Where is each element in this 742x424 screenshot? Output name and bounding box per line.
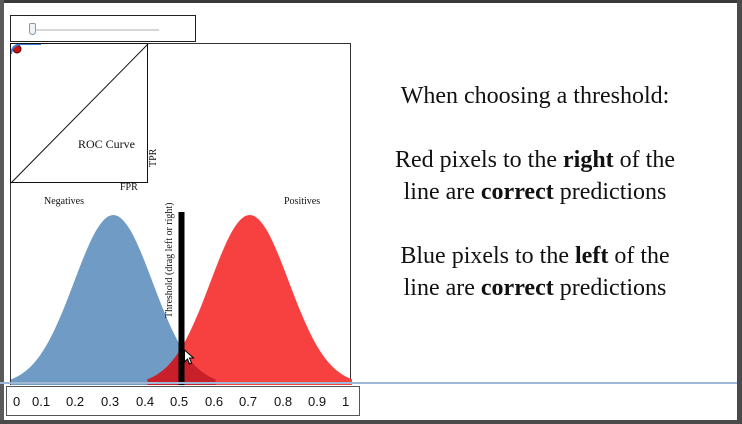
- scale-tick-label: 0: [13, 394, 21, 409]
- roc-curve: [11, 44, 41, 55]
- fpr-axis-label: FPR: [120, 182, 138, 193]
- slider-control[interactable]: [10, 15, 196, 42]
- scale-tick-label: 0.6: [205, 394, 224, 409]
- instruction-heading: When choosing a threshold:: [400, 83, 670, 109]
- scale-tick-label: 0.3: [101, 394, 120, 409]
- text-fragment: line are: [403, 275, 481, 301]
- mouse-cursor-icon: [184, 348, 195, 365]
- bold-fragment: correct: [480, 275, 554, 301]
- scale-ticks: 0 0.1 0.2 0.3 0.4 0.5 0.6 0.7 0.8 0.9 1: [13, 394, 356, 409]
- roc-title: ROC Curve: [78, 137, 135, 151]
- scale-tick-label: 0.4: [136, 394, 155, 409]
- text-fragment: predictions: [553, 179, 667, 205]
- instruction-line-1: Red pixels to the right of the: [370, 144, 700, 176]
- distribution-plot[interactable]: [10, 43, 352, 385]
- positives-distribution: [147, 215, 352, 385]
- bold-fragment: correct: [480, 179, 554, 205]
- threshold-scale: 0 0.1 0.2 0.3 0.4 0.5 0.6 0.7 0.8 0.9 1: [6, 386, 360, 416]
- scale-tick-label: 0.1: [32, 394, 51, 409]
- instruction-line-2: line are correct predictions: [370, 176, 700, 208]
- bold-fragment: right: [563, 147, 614, 173]
- roc-inset: [10, 43, 148, 183]
- text-fragment: predictions: [553, 275, 667, 301]
- scale-tick-label: 0.5: [170, 394, 189, 409]
- roc-diagonal: [11, 44, 149, 184]
- text-fragment: Blue pixels to the: [400, 243, 576, 269]
- tpr-axis-label: TPR: [148, 148, 159, 167]
- window-frame-bottom: [0, 420, 742, 424]
- threshold-label: Threshold (drag left or right): [164, 202, 175, 318]
- scale-tick-label: 0.8: [274, 394, 293, 409]
- instruction-line-3: Blue pixels to the left of the: [370, 240, 700, 272]
- instruction-text: When choosing a threshold: Red pixels to…: [370, 80, 700, 304]
- instruction-line-4: line are correct predictions: [370, 272, 700, 304]
- text-fragment: of the: [613, 147, 675, 173]
- window-frame-left: [0, 0, 4, 424]
- positives-label: Positives: [284, 196, 321, 207]
- scale-tick-label: 0.9: [308, 394, 327, 409]
- negatives-label: Negatives: [44, 196, 84, 207]
- slider-thumb[interactable]: [28, 23, 36, 35]
- scale-tick-label: 0.7: [239, 394, 258, 409]
- scale-tick-label: 1: [342, 394, 350, 409]
- scale-divider: [0, 382, 737, 384]
- text-fragment: line are: [403, 179, 481, 205]
- scale-tick-label: 0.2: [66, 394, 85, 409]
- text-fragment: of the: [608, 243, 670, 269]
- negatives-distribution: [11, 215, 216, 385]
- window-frame-top: [0, 0, 742, 3]
- bold-fragment: left: [575, 243, 609, 269]
- slider-track[interactable]: [29, 29, 159, 31]
- window-frame-right: [737, 0, 742, 424]
- distribution-svg: [11, 44, 352, 385]
- text-fragment: Red pixels to the: [395, 147, 563, 173]
- threshold-line[interactable]: [178, 212, 185, 385]
